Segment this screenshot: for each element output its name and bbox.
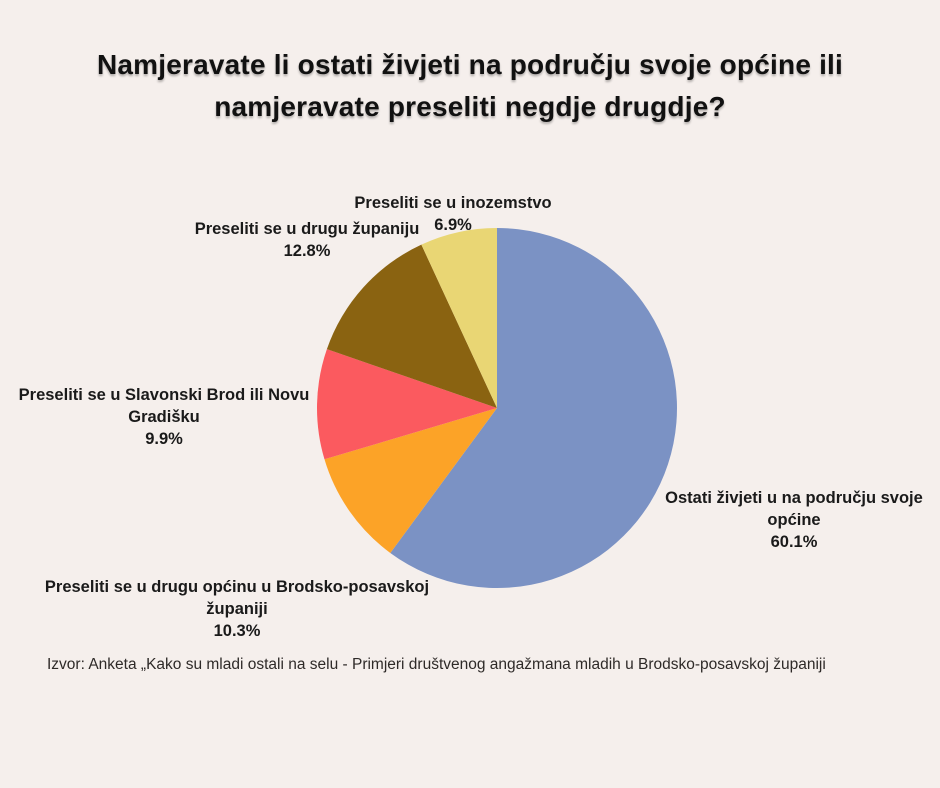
slice-label-text: Preseliti se u Slavonski Brod ili Novu G…: [18, 386, 310, 426]
pie-slice-0: [390, 228, 677, 588]
slice-label-druga-opcina: Preseliti se u drugu općinu u Brodsko-po…: [37, 576, 437, 642]
slice-label-pct: 9.9%: [145, 430, 183, 448]
slice-label-pct: 60.1%: [770, 533, 818, 551]
slice-label-inozemstvo: Preseliti se u inozemstvo 6.9%: [303, 192, 603, 236]
slice-label-pct: 6.9%: [434, 216, 472, 234]
slice-label-ostati-zivjeti: Ostati živjeti u na području svoje općin…: [644, 487, 940, 553]
slice-label-slavonski-brod: Preseliti se u Slavonski Brod ili Novu G…: [13, 384, 315, 450]
pie-slice-3: [326, 244, 497, 408]
pie-slice-4: [421, 227, 497, 408]
slice-label-text: Ostati živjeti u na području svoje općin…: [665, 489, 923, 529]
chart-title: Namjeravate li ostati živjeti na područj…: [96, 49, 844, 122]
pie-slice-2: [317, 349, 497, 460]
slice-label-pct: 12.8%: [283, 242, 331, 260]
slice-label-text: Preseliti se u drugu općinu u Brodsko-po…: [44, 578, 430, 618]
pie-slice-1: [324, 408, 497, 553]
source-note: Izvor: Anketa „Kako su mladi ostali na s…: [47, 656, 826, 673]
slice-label-text: Preseliti se u inozemstvo: [354, 194, 552, 212]
slice-label-pct: 10.3%: [213, 622, 261, 640]
slice-label-text: Preseliti se u drugu županiju: [194, 220, 420, 238]
slice-label-druga-zupanija: Preseliti se u drugu županiju 12.8%: [157, 218, 457, 262]
